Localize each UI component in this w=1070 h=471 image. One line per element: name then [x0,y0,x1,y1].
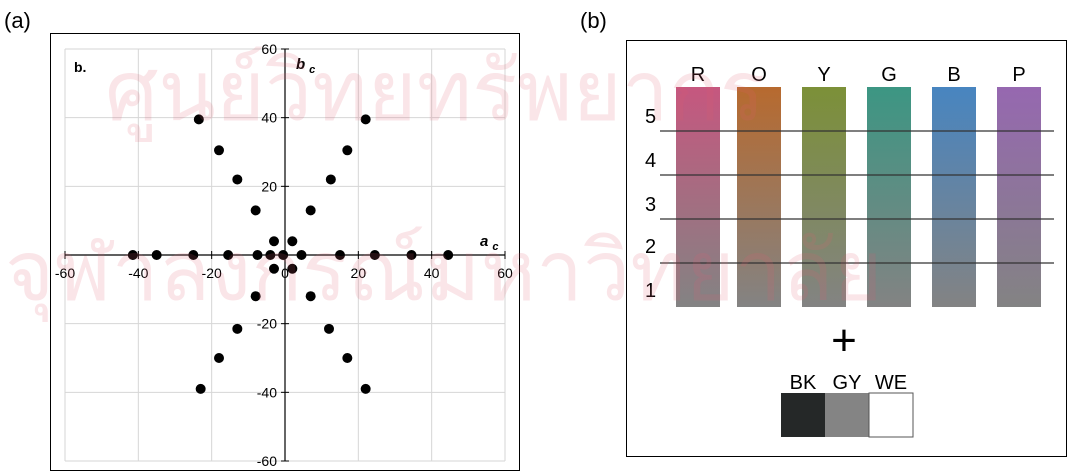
color-strip [802,87,846,307]
data-point [305,291,316,302]
data-point [223,250,234,260]
hue-label: Y [817,64,830,86]
y-tick-label: -60 [257,453,277,469]
x-tick-label: 20 [351,265,367,281]
data-point [252,250,263,260]
level-numbers: 5 4 3 2 1 [645,106,656,302]
data-point [278,250,289,260]
neutral-label: GY [833,372,862,394]
color-strip [737,87,781,307]
data-point [214,353,224,363]
y-tick-label: -40 [257,384,277,400]
x-tick-label: -40 [128,265,148,281]
data-point [324,323,334,334]
data-point [287,236,298,247]
level-number: 3 [645,194,656,216]
data-point [214,145,224,156]
data-point [232,174,243,185]
data-point [406,250,417,260]
data-point [193,114,204,125]
level-number: 2 [645,236,656,258]
level-number: 4 [645,150,656,172]
data-point [269,263,279,274]
data-point [269,236,279,247]
x-tick-label: 60 [497,265,513,281]
data-point [151,250,162,260]
data-point [305,205,316,216]
hue-label: R [691,64,705,86]
panel-a-label: (a) [4,8,31,33]
color-strip [676,87,720,307]
data-point [325,174,336,185]
data-point [287,263,298,274]
x-tick-label: -20 [202,265,222,281]
neutral-swatch [868,392,914,438]
data-point [232,323,243,334]
chart-inner-label: b. [74,59,86,75]
data-point [342,145,353,156]
color-strip [932,87,976,307]
data-point [443,250,454,260]
level-lines [660,130,1054,264]
level-number: 1 [645,280,656,302]
y-tick-label: 40 [261,110,277,126]
hue-label: O [751,64,767,86]
data-point [360,114,371,125]
panel-b-label: (b) [580,8,607,33]
y-tick-label: -20 [257,316,277,332]
data-point [369,250,380,260]
y-tick-label: 60 [261,41,277,57]
data-point [195,383,206,394]
hue-label: B [947,64,960,86]
neutral-label: BK [790,372,817,394]
hue-label: P [1012,64,1025,86]
neutral-swatch [825,393,869,437]
data-point [265,250,276,260]
color-strip [867,87,911,307]
data-point [250,291,261,302]
x-tick-label: 40 [424,265,440,281]
data-point [127,250,138,260]
x-tick-label: -60 [55,265,75,281]
chart-tick-labels: -60 -40 -20 0 20 40 60 -60 -40 -20 20 40 60 [55,41,513,469]
neutral-swatch [781,393,825,437]
color-strips [676,87,1041,307]
color-strip [997,87,1041,307]
data-point [250,205,261,216]
data-point [296,250,307,260]
neutral-swatches: BK GY WE [781,372,914,438]
y-tick-label: 20 [261,178,277,194]
data-point [342,353,353,363]
hue-label: G [881,64,897,86]
data-point [360,383,371,394]
x-tick-label: 0 [281,265,289,281]
data-point [188,250,199,260]
neutral-label: WE [875,372,907,394]
data-point [335,250,345,260]
plus-icon: + [831,316,857,365]
chart-points [127,114,454,394]
level-number: 5 [645,106,656,128]
